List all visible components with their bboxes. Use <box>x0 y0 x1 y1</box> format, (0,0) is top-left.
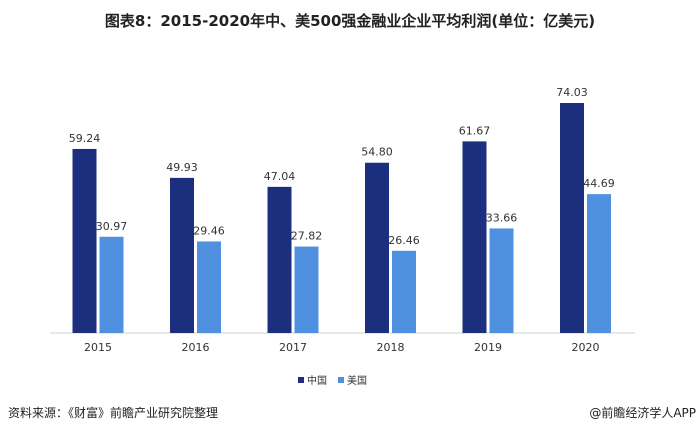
data-label-2020-1: 44.69 <box>583 177 615 190</box>
x-tick-label-2015: 2015 <box>84 341 112 354</box>
legend-swatch-0 <box>298 377 304 383</box>
data-label-2018-0: 54.80 <box>361 146 393 159</box>
bar-2018-1 <box>392 250 416 333</box>
source-note: 资料来源：《财富》前瞻产业研究院整理 <box>8 406 219 420</box>
data-label-2016-0: 49.93 <box>166 161 198 174</box>
legend-swatch-1 <box>338 377 344 383</box>
data-label-2019-0: 61.67 <box>459 124 491 137</box>
data-label-2017-1: 27.82 <box>291 230 323 243</box>
chart-title: 图表8：2015-2020年中、美500强金融业企业平均利润(单位：亿美元) <box>104 12 596 30</box>
data-label-2015-1: 30.97 <box>96 220 128 233</box>
x-tick-label-2020: 2020 <box>572 341 600 354</box>
bar-2018-0 <box>365 162 389 333</box>
bar-2015-1 <box>99 236 124 333</box>
x-tick-label-2017: 2017 <box>279 341 307 354</box>
bar-2019-0 <box>462 141 487 333</box>
bar-2020-0 <box>560 103 584 333</box>
bar-2017-1 <box>294 246 319 333</box>
bar-2015-0 <box>72 148 97 333</box>
bar-2019-1 <box>489 228 514 333</box>
bar-2017-0 <box>267 186 292 333</box>
data-label-2018-1: 26.46 <box>388 234 420 247</box>
data-label-2019-1: 33.66 <box>486 211 518 224</box>
legend-label-0: 中国 <box>307 374 327 387</box>
credit-note: @前瞻经济学人APP <box>589 406 696 420</box>
bar-2016-0 <box>170 177 194 333</box>
x-tick-label-2016: 2016 <box>182 341 210 354</box>
x-tick-label-2019: 2019 <box>474 341 502 354</box>
bar-2020-1 <box>587 194 611 333</box>
data-label-2015-0: 59.24 <box>69 132 101 145</box>
x-tick-label-2018: 2018 <box>377 341 405 354</box>
data-label-2016-1: 29.46 <box>193 224 225 237</box>
bar-2016-1 <box>197 241 221 333</box>
data-label-2020-0: 74.03 <box>556 86 588 99</box>
data-label-2017-0: 47.04 <box>264 170 296 183</box>
legend-label-1: 美国 <box>347 374 367 387</box>
